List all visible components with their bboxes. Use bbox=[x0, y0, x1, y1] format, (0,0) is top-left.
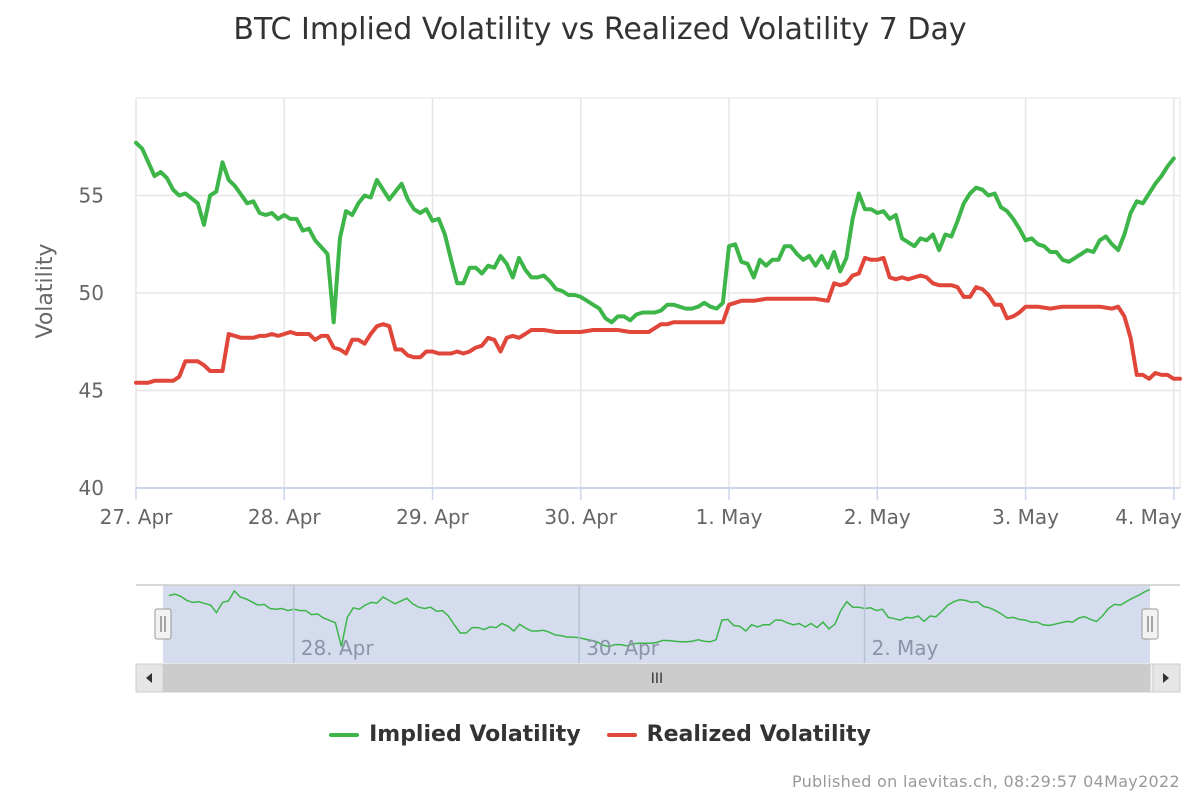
plot-grid bbox=[135, 97, 1181, 489]
y-axis-title: Volatility bbox=[33, 243, 58, 338]
x-tick-label: 30. Apr bbox=[544, 505, 618, 529]
x-tick-label: 1. May bbox=[696, 505, 763, 529]
legend-item-implied-volatility[interactable]: Implied Volatility bbox=[329, 722, 581, 747]
y-tick-label: 45 bbox=[79, 379, 104, 403]
navigator-axis-label: 28. Apr bbox=[301, 636, 375, 660]
y-tick-label: 50 bbox=[79, 281, 104, 305]
navigator-axis-label: 30. Apr bbox=[586, 636, 660, 660]
navigator-handle-left[interactable] bbox=[154, 608, 172, 640]
y-tick-label: 55 bbox=[79, 184, 104, 208]
x-tick-label: 29. Apr bbox=[396, 505, 470, 529]
x-tick-label: 4. May bbox=[1115, 505, 1182, 529]
x-tick-label: 28. Apr bbox=[248, 505, 322, 529]
arrow-left-icon bbox=[146, 673, 152, 683]
handle-body bbox=[1141, 608, 1159, 640]
x-tick-label: 2. May bbox=[844, 505, 911, 529]
navigator-selected-range[interactable] bbox=[163, 585, 1150, 663]
handle-body bbox=[154, 608, 172, 640]
series-line-realized-volatility[interactable] bbox=[134, 255, 1182, 385]
scrollbar-grip-icon: III bbox=[651, 671, 663, 687]
legend-label-realized: Realized Volatility bbox=[646, 722, 871, 747]
navigator-axis-label: 2. May bbox=[872, 636, 939, 660]
credits-link[interactable]: Published on laevitas.ch, 08:29:57 04May… bbox=[791, 772, 1180, 791]
legend-swatch-implied bbox=[329, 732, 360, 737]
legend-swatch-realized bbox=[606, 732, 637, 737]
x-tick-label: 27. Apr bbox=[100, 505, 174, 529]
legend-label-implied: Implied Volatility bbox=[369, 722, 581, 747]
legend: Implied Volatility Realized Volatility bbox=[0, 722, 1200, 747]
chart-title: BTC Implied Volatility vs Realized Volat… bbox=[233, 12, 967, 47]
plot-axes: 40 45 50 55 27. Apr 28. Apr 29. Apr 30. Apr 1. M… bbox=[33, 184, 1182, 530]
plot-series bbox=[134, 140, 1182, 385]
series-line-implied-volatility[interactable] bbox=[134, 140, 1176, 325]
scrollbar[interactable]: III bbox=[135, 663, 1181, 693]
y-tick-label: 40 bbox=[79, 476, 104, 500]
navigator-handle-right[interactable] bbox=[1141, 608, 1159, 640]
scrollbar-right-button[interactable] bbox=[1152, 663, 1181, 693]
arrow-right-icon bbox=[1163, 673, 1169, 683]
legend-item-realized-volatility[interactable]: Realized Volatility bbox=[606, 722, 871, 747]
navigator-series-line bbox=[168, 588, 1151, 648]
navigator[interactable]: 28. Apr 30. Apr 2. May III bbox=[135, 584, 1181, 693]
x-tick-label: 3. May bbox=[992, 505, 1059, 529]
